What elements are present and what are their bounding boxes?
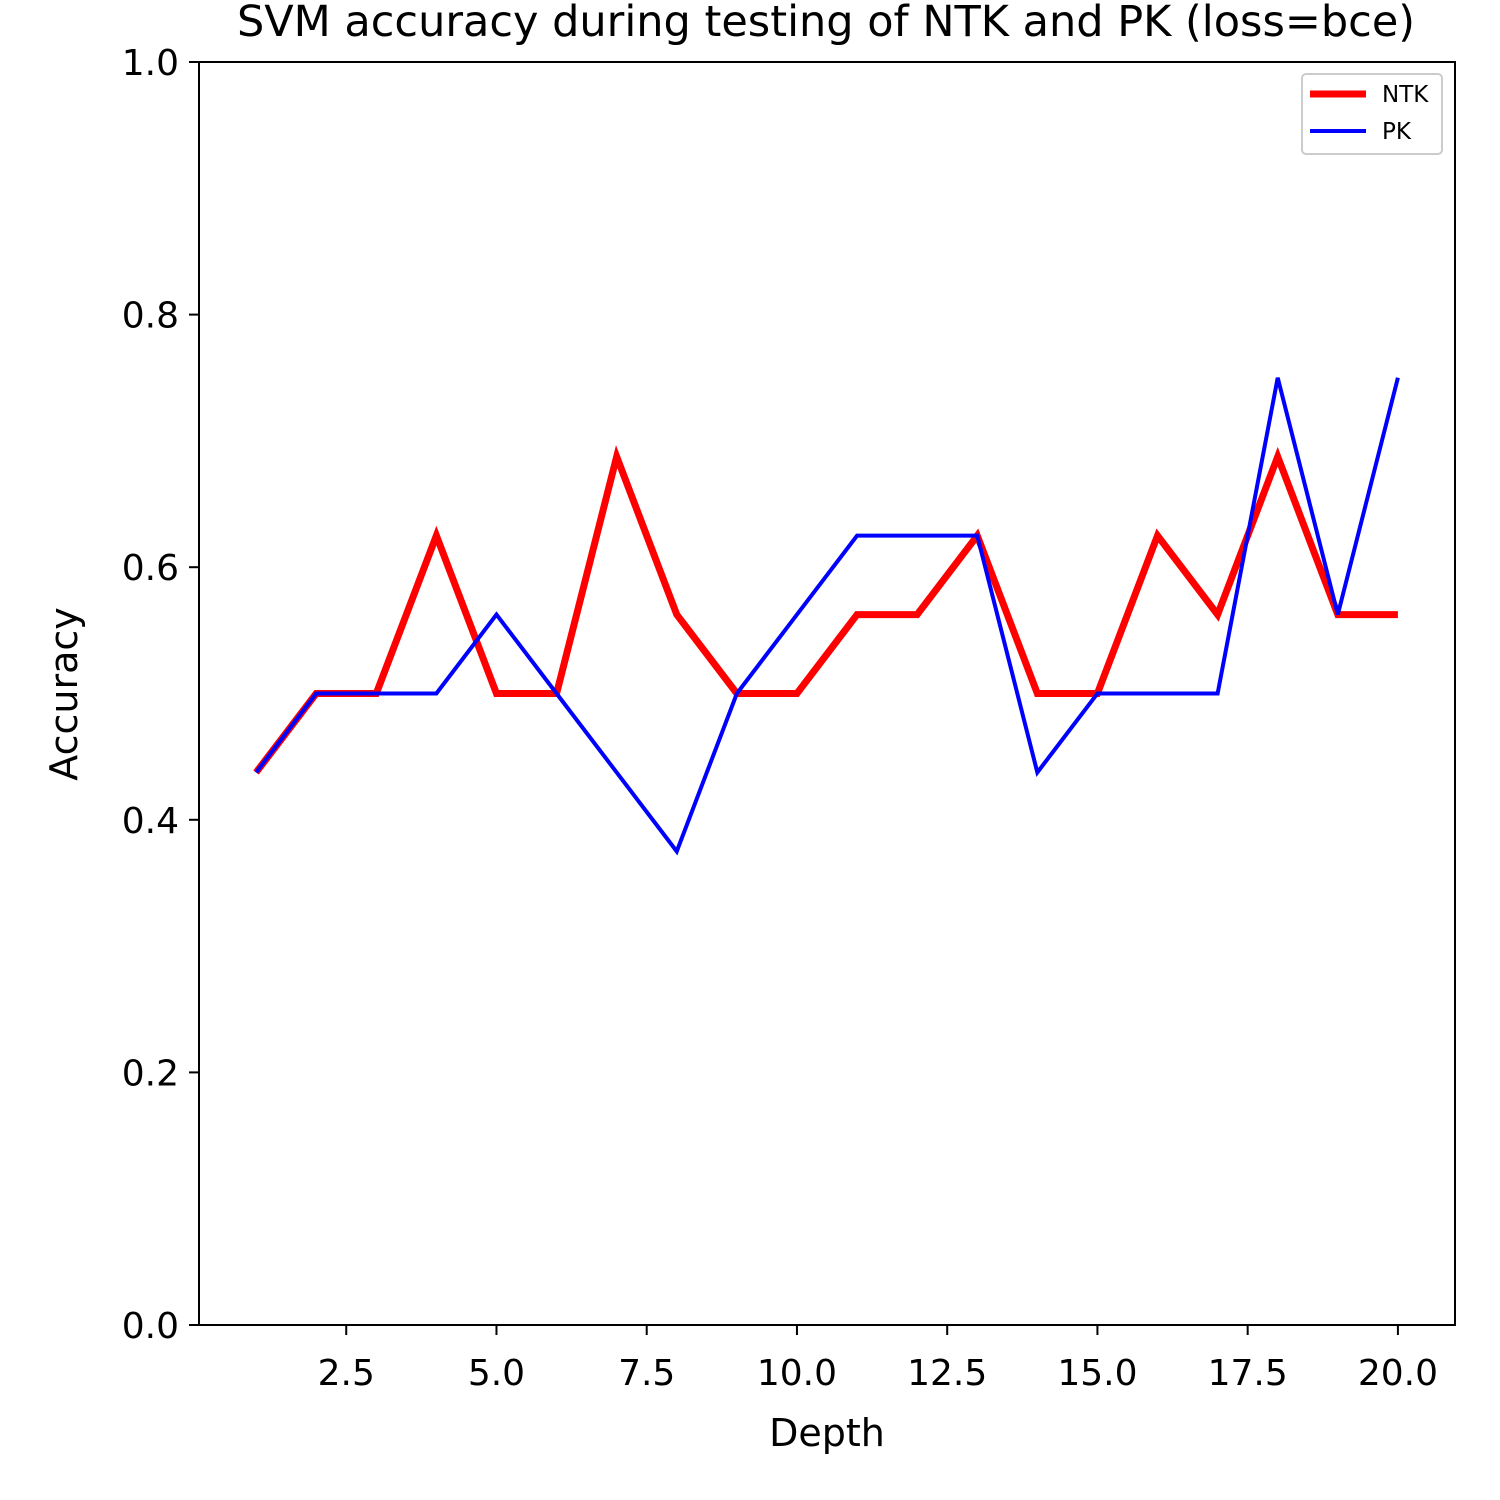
x-axis-label: Depth <box>769 1411 885 1455</box>
x-tick-label: 12.5 <box>907 1353 987 1394</box>
legend-label-ntk: NTK <box>1382 82 1429 108</box>
x-tick-label: 7.5 <box>618 1353 675 1394</box>
series-line-ntk <box>253 445 1398 775</box>
x-tick-label: 5.0 <box>468 1353 525 1394</box>
legend: NTK PK <box>1301 73 1443 155</box>
legend-label-pk: PK <box>1382 119 1412 145</box>
y-tick-label: 0.8 <box>122 296 179 337</box>
x-tick-label: 10.0 <box>757 1353 837 1394</box>
x-tick-label: 2.5 <box>318 1353 375 1394</box>
y-tick-label: 0.2 <box>122 1053 179 1094</box>
x-tick-label: 20.0 <box>1358 1353 1438 1394</box>
y-tick-label: 0.6 <box>122 548 179 589</box>
series-line-pk <box>254 377 1400 856</box>
y-tick-label: 0.4 <box>122 801 179 842</box>
x-tick-label: 15.0 <box>1057 1353 1137 1394</box>
y-tick-label: 0.0 <box>122 1306 179 1347</box>
plot-frame <box>198 61 1456 1326</box>
y-axis: 0.0 0.2 0.4 0.6 0.8 1.0 <box>122 43 199 1347</box>
y-tick-label: 1.0 <box>122 43 179 84</box>
y-axis-label: Accuracy <box>42 607 86 781</box>
series-layer <box>253 377 1400 856</box>
x-tick-label: 17.5 <box>1208 1353 1288 1394</box>
x-axis: 2.5 5.0 7.5 10.0 12.5 15.0 17.5 20.0 <box>318 1325 1438 1394</box>
chart-title: SVM accuracy during testing of NTK and P… <box>237 0 1415 47</box>
